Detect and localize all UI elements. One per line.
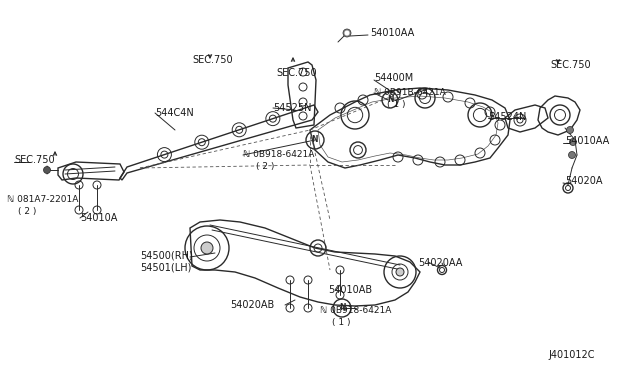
- Text: ( 2 ): ( 2 ): [256, 162, 275, 171]
- Text: 54010AB: 54010AB: [328, 285, 372, 295]
- Text: 544C4N: 544C4N: [155, 108, 194, 118]
- Text: 54010A: 54010A: [80, 213, 117, 223]
- Text: SEC.750: SEC.750: [14, 155, 54, 165]
- Text: SEC.750: SEC.750: [550, 60, 591, 70]
- Circle shape: [201, 242, 213, 254]
- Text: ( 1 ): ( 1 ): [332, 318, 351, 327]
- Text: ℕ 0B918-6421A: ℕ 0B918-6421A: [243, 150, 314, 159]
- Text: ( 2 ): ( 2 ): [18, 207, 36, 216]
- Text: 54524N: 54524N: [488, 112, 526, 122]
- Text: N: N: [339, 304, 345, 312]
- Text: 54010AA: 54010AA: [370, 28, 414, 38]
- Text: N: N: [387, 96, 393, 105]
- Text: N: N: [312, 135, 318, 144]
- Text: SEC.750: SEC.750: [276, 68, 317, 78]
- Text: 54501(LH): 54501(LH): [140, 263, 191, 273]
- Text: 54020AA: 54020AA: [418, 258, 462, 268]
- Circle shape: [343, 29, 351, 37]
- Circle shape: [396, 268, 404, 276]
- Text: 54020A: 54020A: [565, 176, 602, 186]
- Text: 54525N: 54525N: [273, 103, 312, 113]
- Circle shape: [566, 126, 573, 134]
- Text: 54500(RH): 54500(RH): [140, 251, 193, 261]
- Circle shape: [570, 138, 577, 145]
- Circle shape: [344, 31, 349, 35]
- Text: ( 1 ): ( 1 ): [387, 100, 406, 109]
- Text: 54010AA: 54010AA: [565, 136, 609, 146]
- Text: ℕ 0B918-6421A: ℕ 0B918-6421A: [320, 306, 392, 315]
- Text: ℕ 081A7-2201A: ℕ 081A7-2201A: [7, 195, 78, 204]
- Text: SEC.750: SEC.750: [192, 55, 232, 65]
- Circle shape: [568, 151, 575, 158]
- Text: ℕ 0B91B-6421A: ℕ 0B91B-6421A: [374, 88, 445, 97]
- Circle shape: [44, 167, 51, 173]
- Text: 54400M: 54400M: [374, 73, 413, 83]
- Text: J401012C: J401012C: [548, 350, 595, 360]
- Text: 54020AB: 54020AB: [230, 300, 275, 310]
